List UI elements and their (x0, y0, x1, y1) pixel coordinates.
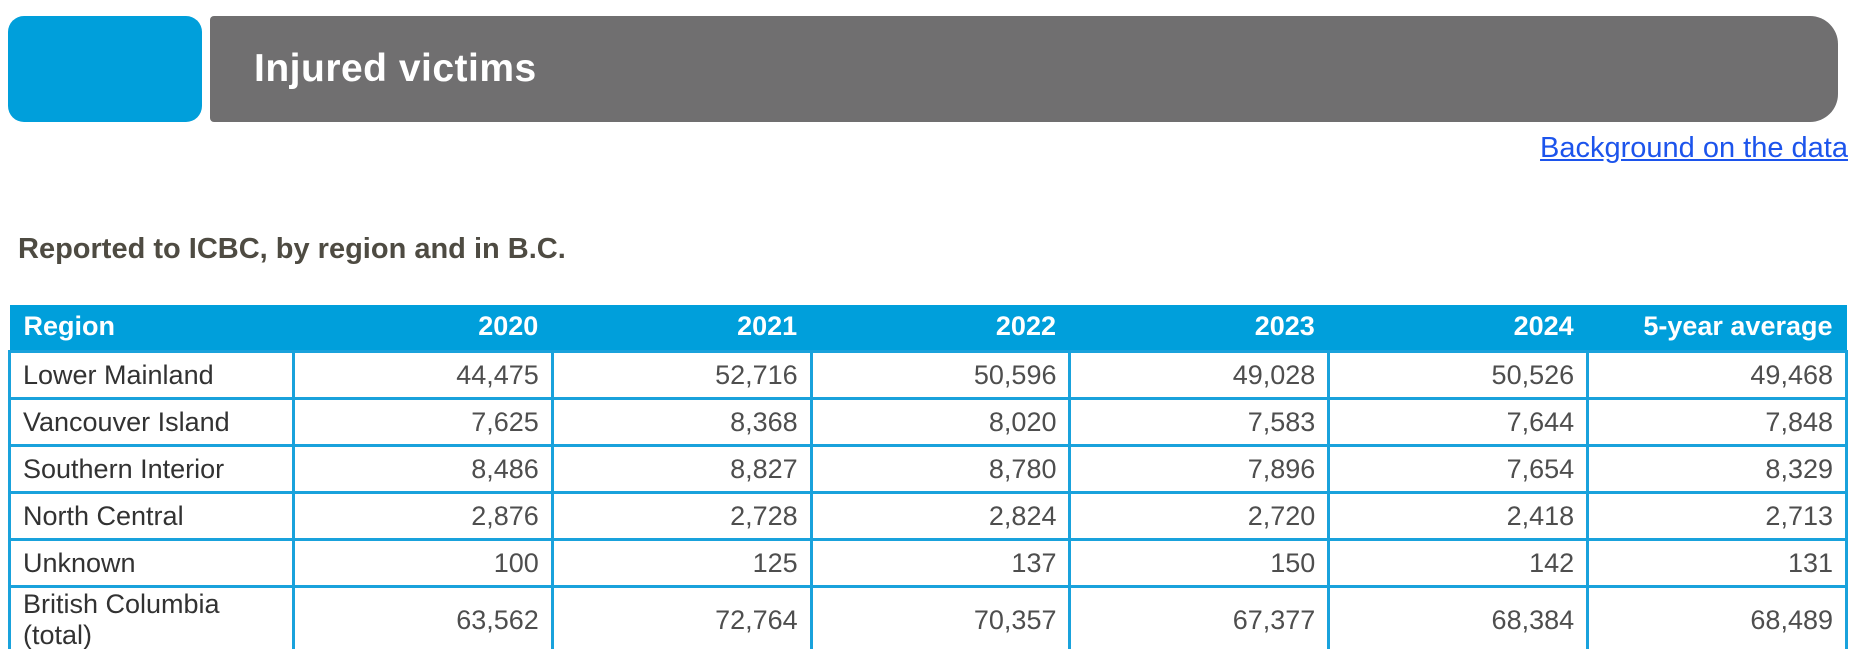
column-header-2021: 2021 (552, 305, 812, 352)
link-row: Background on the data (0, 132, 1848, 165)
value-cell: 72,764 (550, 585, 813, 649)
region-cell: Unknown (8, 538, 295, 588)
region-cell: British Columbia (total) (8, 585, 295, 649)
table-row: British Columbia (total) 63,562 72,764 70,3… (8, 585, 1848, 649)
value-cell: 50,596 (809, 350, 1072, 400)
region-cell: Lower Mainland (8, 350, 295, 400)
column-header-2020: 2020 (293, 305, 553, 352)
table-row: Southern Interior 8,486 8,827 8,780 7,896 7,6… (8, 444, 1848, 494)
value-cell: 50,526 (1327, 350, 1590, 400)
value-cell: 2,720 (1068, 491, 1331, 541)
table-header: Region 2020 2021 2022 2023 2024 5-year average (9, 305, 1847, 352)
value-cell: 131 (1586, 538, 1848, 588)
value-cell: 137 (809, 538, 1072, 588)
value-cell: 49,468 (1586, 350, 1848, 400)
table-row: Vancouver Island 7,625 8,368 8,020 7,583 7,64… (8, 397, 1848, 447)
table-subtitle: Reported to ICBC, by region and in B.C. (18, 233, 566, 265)
value-cell: 8,020 (809, 397, 1072, 447)
value-cell: 8,780 (809, 444, 1072, 494)
value-cell: 68,489 (1586, 585, 1848, 649)
value-cell: 7,896 (1068, 444, 1331, 494)
region-cell: North Central (8, 491, 295, 541)
value-cell: 8,329 (1586, 444, 1848, 494)
value-cell: 7,848 (1586, 397, 1848, 447)
value-cell: 142 (1327, 538, 1590, 588)
value-cell: 2,713 (1586, 491, 1848, 541)
value-cell: 7,644 (1327, 397, 1590, 447)
title-banner: Injured victims (210, 16, 1838, 122)
column-header-2022: 2022 (811, 305, 1070, 352)
table-row: North Central 2,876 2,728 2,824 2,720 2,418 2,… (8, 491, 1848, 541)
value-cell: 8,827 (550, 444, 813, 494)
region-cell: Southern Interior (8, 444, 295, 494)
region-cell: Vancouver Island (8, 397, 295, 447)
value-cell: 2,728 (550, 491, 813, 541)
table-row: Unknown 100 125 137 150 142 131 (8, 538, 1848, 588)
value-cell: 2,418 (1327, 491, 1590, 541)
value-cell: 2,824 (809, 491, 1072, 541)
background-on-the-data-link[interactable]: Background on the data (1540, 132, 1848, 164)
column-header-5-year-average: 5-year average (1587, 305, 1847, 352)
value-cell: 49,028 (1068, 350, 1331, 400)
column-header-2023: 2023 (1069, 305, 1329, 352)
value-cell: 2,876 (292, 491, 554, 541)
value-cell: 52,716 (550, 350, 813, 400)
value-cell: 7,625 (292, 397, 554, 447)
value-cell: 100 (292, 538, 554, 588)
value-cell: 8,368 (550, 397, 813, 447)
value-cell: 8,486 (292, 444, 554, 494)
column-header-region: Region (9, 305, 294, 352)
injured-victims-table: Region 2020 2021 2022 2023 2024 5-year average… (8, 305, 1848, 649)
value-cell: 7,654 (1327, 444, 1590, 494)
page-title: Injured victims (254, 47, 537, 90)
brand-accent-block (8, 16, 202, 122)
column-header-2024: 2024 (1328, 305, 1588, 352)
value-cell: 70,357 (809, 585, 1072, 649)
value-cell: 44,475 (292, 350, 554, 400)
table-header-row: Region 2020 2021 2022 2023 2024 5-year average (9, 305, 1847, 352)
value-cell: 150 (1068, 538, 1331, 588)
value-cell: 68,384 (1327, 585, 1590, 649)
value-cell: 63,562 (292, 585, 554, 649)
value-cell: 7,583 (1068, 397, 1331, 447)
value-cell: 67,377 (1068, 585, 1331, 649)
table-body: Lower Mainland 44,475 52,716 50,596 49,028 50… (8, 350, 1848, 649)
value-cell: 125 (550, 538, 813, 588)
table-row: Lower Mainland 44,475 52,716 50,596 49,028 50… (8, 350, 1848, 400)
